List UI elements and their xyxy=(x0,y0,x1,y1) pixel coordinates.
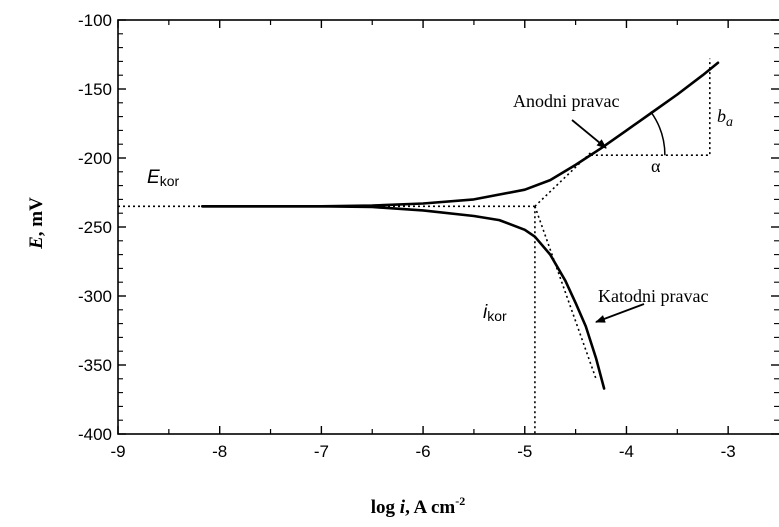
y-tick-label: -250 xyxy=(78,218,112,237)
y-tick-label: -350 xyxy=(78,356,112,375)
x-tick-label: -6 xyxy=(416,442,431,461)
y-axis-title: E, mV xyxy=(26,197,47,250)
plot-frame xyxy=(117,19,779,435)
dotted-construction-line-4 xyxy=(534,206,597,380)
y-tick-label: -400 xyxy=(78,425,112,444)
x-tick-label: -3 xyxy=(721,442,736,461)
katodni-label: Katodni pravac xyxy=(598,286,708,306)
series-line-anodni-pravac xyxy=(201,61,720,208)
alpha-label: α xyxy=(651,156,661,176)
x-tick-label: -9 xyxy=(110,442,125,461)
axis-ticks: -9 -8 -7 -6 -5 -4 -3 -100 -150 -200 -250 -300 -350 -4… xyxy=(78,11,779,461)
ba-label: ba xyxy=(717,106,733,130)
dotted-construction-line-3 xyxy=(534,151,592,207)
x-tick-label: -8 xyxy=(212,442,227,461)
ikor-label: ikor xyxy=(483,302,507,324)
katodni-arrow xyxy=(595,303,645,323)
anodni-arrow xyxy=(571,119,607,149)
alpha-angle-arc xyxy=(650,111,666,156)
series-layer xyxy=(118,58,720,434)
ekor-label: Ekor xyxy=(147,167,179,189)
x-tick-label: -5 xyxy=(517,442,532,461)
x-axis-title: log i, A cm-2 xyxy=(371,494,465,518)
series-line-katodni-pravac xyxy=(201,205,606,390)
y-tick-label: -300 xyxy=(78,287,112,306)
y-tick-label: -150 xyxy=(78,80,112,99)
x-tick-label: -7 xyxy=(314,442,329,461)
y-tick-label: -100 xyxy=(78,11,112,30)
y-tick-label: -200 xyxy=(78,149,112,168)
x-tick-label: -4 xyxy=(619,442,634,461)
anodni-label: Anodni pravac xyxy=(513,91,619,111)
axes-frame xyxy=(117,19,779,435)
